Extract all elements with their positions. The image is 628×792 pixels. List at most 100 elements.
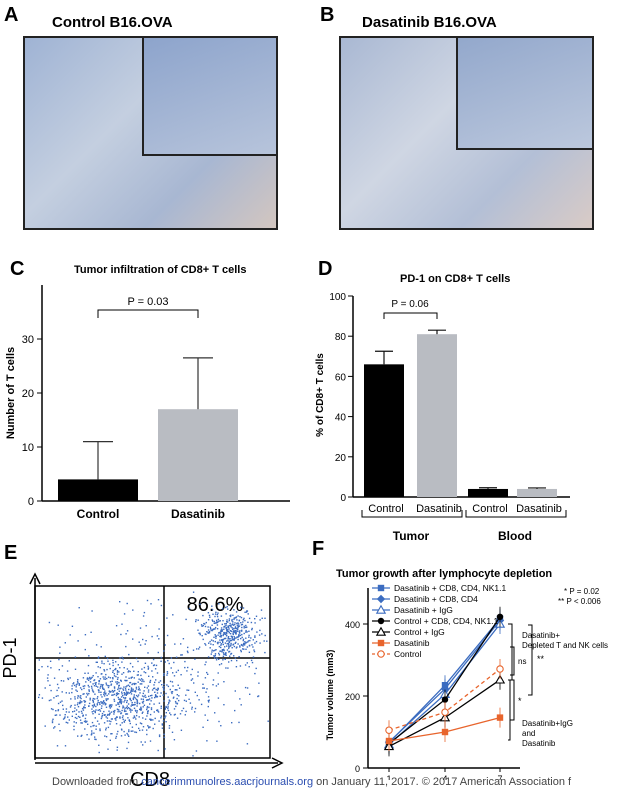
f-bracket-ns (510, 646, 515, 676)
f-bracket-single (510, 679, 515, 721)
d-category-label: Control (368, 503, 403, 515)
panel-f-letter: F (312, 538, 325, 560)
panel-d-title: PD-1 on CD8+ T cells (400, 273, 511, 285)
f-series: Dasatinib (372, 638, 504, 751)
panel-f-title: Tumor growth after lymphocyte depletion (336, 568, 553, 580)
f-marker (496, 613, 504, 620)
f-marker (494, 674, 506, 684)
c-pvalue: P = 0.03 (127, 296, 168, 308)
f-annot-star2: ** (537, 654, 545, 664)
f-series: Control + CD8, CD4, NK1.1 (372, 606, 504, 754)
f-annot-ns: ns (518, 657, 526, 666)
f-bracket-dasatinib (508, 679, 511, 741)
f-ylabel: Tumor volume (mm3) (325, 650, 335, 741)
f-ytick-label: 0 (355, 764, 360, 774)
flow-xlabel: CD8 (130, 769, 170, 791)
f-marker (385, 726, 393, 734)
f-legend-label: Control + IgG (394, 627, 445, 637)
f-bracket-double (528, 624, 533, 696)
f-annot: and (522, 729, 535, 738)
panel-b-letter: B (320, 4, 335, 26)
panel-e-letter: E (4, 542, 18, 564)
d-ytick-label: 40 (335, 413, 347, 424)
d-ytick-label: 20 (335, 453, 347, 464)
c-ytick-label: 30 (22, 334, 34, 346)
chart-f-svg: 0 200 400 1 4 7 Tumor volume (mm3) Dasatinib + … (325, 583, 608, 780)
f-legend-label: Control (394, 649, 422, 659)
f-annot: Dasatinib+IgG (522, 719, 573, 728)
flow-y-arrowhead (29, 572, 41, 585)
dasatinib-histology-image (339, 36, 594, 230)
f-series: Control (372, 649, 504, 741)
f-legend-label: Dasatinib + IgG (394, 605, 453, 615)
f-legend-label: Dasatinib + CD8, CD4, NK1.1 (394, 583, 506, 593)
f-marker (496, 665, 504, 673)
f-annot: Dasatinib (522, 739, 556, 748)
dasatinib-histology-inset (456, 38, 592, 150)
f-sig-note: ** P < 0.006 (558, 597, 601, 606)
f-marker (377, 584, 385, 592)
f-xtick-label: 7 (497, 774, 502, 780)
f-legend-label: Dasatinib (394, 638, 430, 648)
f-legend-label: Dasatinib + CD8, CD4 (394, 594, 478, 604)
d-group-bracket-blood (465, 510, 567, 518)
d-group-bracket-tumor (361, 510, 463, 518)
d-bar (364, 364, 404, 497)
f-marker (377, 617, 385, 625)
f-marker (377, 650, 385, 658)
d-group-label: Blood (498, 529, 532, 543)
flow-events (38, 591, 269, 757)
footer-link[interactable]: cancerimmunolres.aacrjournals.org (141, 776, 314, 788)
d-ylabel: % of CD8+ T cells (315, 353, 326, 437)
panel-a-letter: A (4, 4, 19, 26)
c-ytick-label: 20 (22, 388, 34, 400)
panel-a-title: Control B16.OVA (52, 14, 173, 31)
d-category-label: Control (472, 503, 507, 515)
f-marker (376, 594, 386, 604)
f-marker (441, 696, 449, 703)
control-histology-image (23, 36, 278, 230)
f-bracket-depleted (508, 623, 513, 681)
c-category-label: Dasatinib (171, 507, 225, 521)
f-marker (496, 714, 504, 721)
chart-d-svg: 0 20 40 60 80 100 % of CD8+ T cells Control Dasa… (315, 292, 570, 543)
chart-c-svg: 0 10 20 30 Number of T cells Control Dasatinib… (5, 285, 290, 521)
f-annot-star1: * (518, 696, 522, 706)
f-ytick-label: 200 (345, 692, 360, 702)
f-ytick-label: 400 (345, 620, 360, 630)
c-significance-bracket (97, 309, 199, 318)
f-marker (375, 604, 387, 614)
footer-prefix: Downloaded from (52, 776, 142, 788)
d-ytick-label: 0 (340, 493, 346, 504)
quadrant-percent: 86.6% (187, 594, 244, 616)
f-marker (441, 708, 449, 716)
c-bar-control (58, 479, 138, 501)
d-ytick-label: 60 (335, 372, 347, 383)
f-marker (377, 639, 385, 647)
panel-d-letter: D (318, 258, 333, 280)
d-bar (517, 488, 557, 497)
panel-b-title: Dasatinib B16.OVA (362, 14, 497, 31)
flow-cytometry-plot: PD-1 CD8 86.6% (0, 572, 284, 791)
c-ytick-label: 10 (22, 442, 34, 454)
d-ytick-label: 80 (335, 332, 347, 343)
d-category-label: Dasatinib (416, 503, 462, 515)
flow-ylabel: PD-1 (0, 637, 20, 678)
control-histology-inset (142, 38, 276, 156)
panel-c-letter: C (10, 258, 25, 280)
f-sig-note: * P = 0.02 (564, 587, 600, 596)
c-ylabel: Number of T cells (5, 347, 17, 439)
d-pvalue: P = 0.06 (391, 299, 429, 310)
f-annot: Dasatinib+ (522, 631, 560, 640)
d-bar (468, 488, 508, 497)
f-xtick-label: 1 (386, 774, 391, 780)
f-legend-label: Control + CD8, CD4, NK1.1 (394, 616, 498, 626)
d-group-label: Tumor (393, 529, 430, 543)
f-marker (375, 626, 387, 636)
f-annot: Depleted T and NK cells (522, 641, 608, 650)
d-bar (417, 334, 457, 497)
f-marker (441, 728, 449, 736)
panel-c-title: Tumor infiltration of CD8+ T cells (74, 264, 247, 276)
d-category-label: Dasatinib (516, 503, 562, 515)
f-xtick-label: 4 (442, 774, 447, 780)
